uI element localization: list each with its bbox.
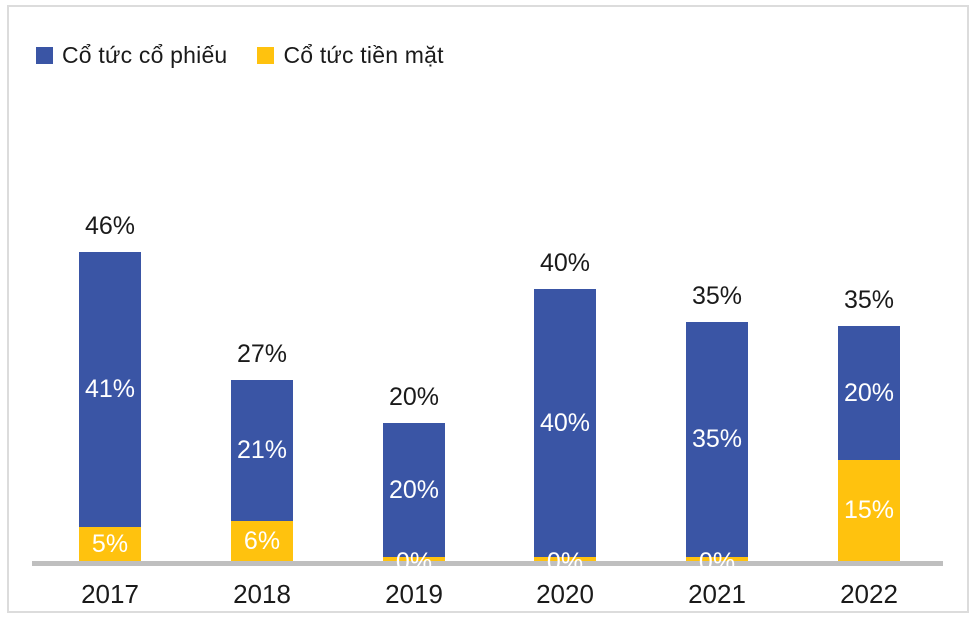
cash-dividend-bar-2022: 15% xyxy=(838,460,900,561)
x-axis-label-2020: 2020 xyxy=(536,579,594,609)
bar-group-2022: 35% 20% 15% 2022 xyxy=(838,0,900,607)
cash-dividend-value-label: 6% xyxy=(243,526,281,555)
bar-group-2017: 46% 41% 5% 2017 xyxy=(79,0,141,607)
bar-group-2019: 20% 20% 0% 2019 xyxy=(383,0,445,607)
legend-item-cash-dividend: Cổ tức tiền mặt xyxy=(257,42,444,69)
legend-label-stock-dividend: Cổ tức cổ phiếu xyxy=(62,42,228,68)
legend-item-stock-dividend: Cổ tức cổ phiếu xyxy=(36,42,227,69)
x-axis-label-2019: 2019 xyxy=(385,579,443,609)
cash-dividend-value-label: 0% xyxy=(546,548,584,576)
stock-dividend-bar-2020: 40% xyxy=(534,289,596,557)
legend-label-cash-dividend: Cổ tức tiền mặt xyxy=(283,42,444,68)
x-axis-label-2022: 2022 xyxy=(840,579,898,609)
stock-dividend-bar-2021: 35% xyxy=(686,322,748,557)
stock-dividend-value-label: 20% xyxy=(388,475,440,504)
x-axis-label-2018: 2018 xyxy=(233,579,291,609)
total-label-2017: 46% xyxy=(84,211,136,240)
total-label-2019: 20% xyxy=(388,382,440,411)
stock-dividend-value-label: 35% xyxy=(691,425,743,453)
stock-dividend-value-label: 41% xyxy=(84,375,136,403)
total-label-2020: 40% xyxy=(539,248,591,277)
stock-dividend-bar-2018: 21% xyxy=(231,380,293,521)
bar-group-2018: 27% 21% 6% 2018 xyxy=(231,0,293,607)
total-label-2021: 35% xyxy=(691,281,743,310)
cash-dividend-bar-2017: 5% xyxy=(79,527,141,561)
stock-dividend-bar-2019: 20% xyxy=(383,423,445,557)
cash-dividend-value-label: 15% xyxy=(843,496,895,524)
total-label-2018: 27% xyxy=(236,339,288,368)
stock-dividend-bar-2017: 41% xyxy=(79,252,141,527)
cash-dividend-swatch-icon xyxy=(257,47,275,64)
bar-group-2021: 35% 35% 0% 2021 xyxy=(686,0,748,607)
cash-dividend-bar-2018: 6% xyxy=(231,521,293,561)
x-axis-baseline xyxy=(32,561,943,566)
legend: Cổ tức cổ phiếu Cổ tức tiền mặt xyxy=(36,42,444,69)
cash-dividend-value-label: 0% xyxy=(395,548,433,576)
x-axis-label-2021: 2021 xyxy=(688,579,746,609)
bar-group-2020: 40% 40% 0% 2020 xyxy=(534,0,596,607)
stock-dividend-value-label: 20% xyxy=(843,378,895,407)
x-axis-label-2017: 2017 xyxy=(81,579,139,609)
stock-dividend-swatch-icon xyxy=(36,47,53,64)
cash-dividend-bar-2019 xyxy=(383,557,445,561)
cash-dividend-value-label: 0% xyxy=(698,548,736,576)
stock-dividend-value-label: 40% xyxy=(539,408,591,437)
plot-area: 46% 41% 5% 2017 27% 21% 6% 2018 20% 20% 0% 2019 40% 4… xyxy=(79,0,900,607)
total-label-2022: 35% xyxy=(843,285,895,314)
stock-dividend-bar-2022: 20% xyxy=(838,326,900,460)
cash-dividend-bar-2021 xyxy=(686,557,748,561)
cash-dividend-value-label: 5% xyxy=(91,529,129,558)
cash-dividend-bar-2020 xyxy=(534,557,596,561)
stock-dividend-value-label: 21% xyxy=(236,436,288,464)
